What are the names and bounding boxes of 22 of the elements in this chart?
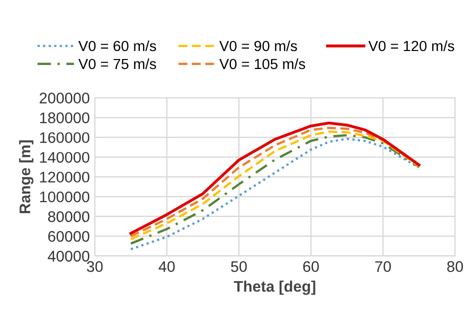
x-tick-label: 40 xyxy=(158,261,175,272)
legend-label: V0 = 120 m/s xyxy=(368,40,454,52)
x-tick-label: 50 xyxy=(231,261,247,272)
legend-label: V0 = 105 m/s xyxy=(219,58,306,70)
legend-label: V0 = 90 m/s xyxy=(219,40,297,52)
y-tick-label: 40000 xyxy=(48,250,90,262)
y-axis-title: Range [m] xyxy=(19,140,34,214)
x-tick-label: 60 xyxy=(303,261,319,272)
y-tick-label: 180000 xyxy=(40,112,90,124)
legend-label: V0 = 75 m/s xyxy=(78,58,156,70)
x-tick-label: 80 xyxy=(447,261,463,272)
y-tick-label: 100000 xyxy=(40,191,90,202)
x-tick-label: 30 xyxy=(86,261,103,272)
y-tick-label: 200000 xyxy=(40,92,90,104)
x-tick-label: 70 xyxy=(375,261,391,272)
x-axis-title: Theta [deg] xyxy=(234,280,316,295)
y-tick-label: 120000 xyxy=(40,172,90,183)
y-tick-label: 140000 xyxy=(40,152,90,163)
y-tick-label: 80000 xyxy=(48,211,90,222)
y-tick-label: 160000 xyxy=(40,132,90,144)
y-tick-label: 60000 xyxy=(48,231,90,242)
legend-label: V0 = 60 m/s xyxy=(78,40,156,52)
